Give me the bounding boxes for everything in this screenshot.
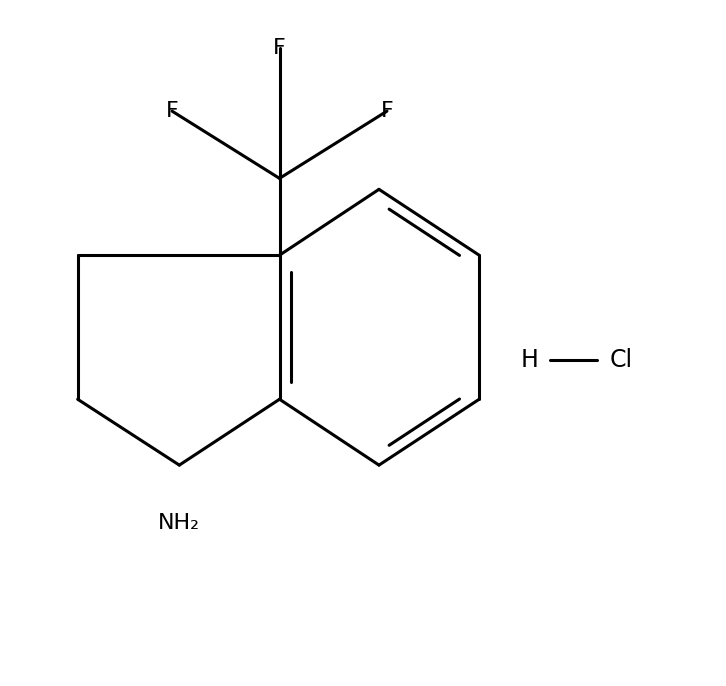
Text: F: F — [380, 101, 393, 121]
Text: F: F — [166, 101, 179, 121]
Text: NH₂: NH₂ — [158, 513, 200, 534]
Text: F: F — [273, 38, 286, 58]
Text: Cl: Cl — [609, 348, 632, 372]
Text: H: H — [521, 348, 539, 372]
